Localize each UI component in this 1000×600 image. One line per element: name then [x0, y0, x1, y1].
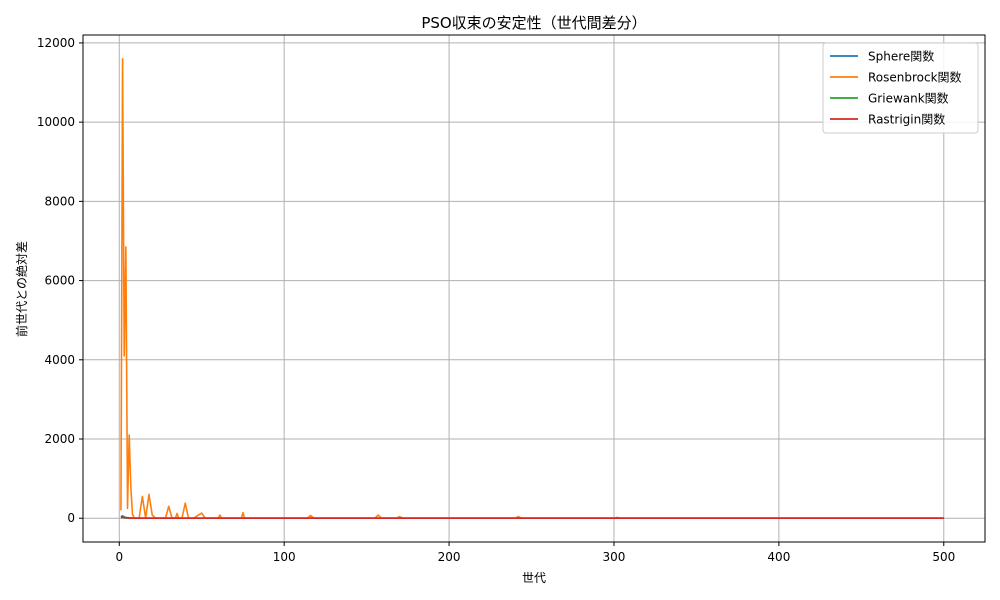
- legend-entry: Rastrigin関数: [868, 112, 945, 127]
- y-axis-ticks: 0 2000 4000 6000 8000 10000 12000: [37, 36, 83, 525]
- y-tick-label: 10000: [37, 115, 75, 129]
- legend-entry: Sphere関数: [868, 49, 934, 64]
- series-lines: [120, 57, 944, 520]
- plot-frame: [82, 34, 986, 543]
- legend: Sphere関数 Rosenbrock関数 Griewank関数 Rastrigin関…: [822, 42, 979, 134]
- x-tick-label: 300: [603, 550, 626, 564]
- y-axis-label: 前世代との絶対差: [14, 241, 29, 337]
- y-tick-label: 8000: [44, 194, 75, 208]
- legend-entry: Rosenbrock関数: [868, 70, 962, 85]
- x-tick-label: 0: [115, 550, 123, 564]
- y-tick-label: 6000: [44, 274, 75, 288]
- y-tick-label: 2000: [44, 432, 75, 446]
- x-tick-label: 400: [767, 550, 790, 564]
- y-tick-label: 12000: [37, 36, 75, 50]
- series-line-4: [120, 516, 944, 520]
- y-tick-label: 0: [67, 511, 75, 525]
- legend-entry: Griewank関数: [868, 91, 949, 106]
- chart-title: PSO収束の安定性（世代間差分）: [421, 14, 646, 32]
- x-tick-label: 500: [932, 550, 955, 564]
- series-line-2: [120, 57, 944, 520]
- x-tick-label: 200: [438, 550, 461, 564]
- y-tick-label: 4000: [44, 353, 75, 367]
- legend-box: [822, 42, 979, 134]
- x-axis-label: 世代: [522, 571, 546, 585]
- x-axis-ticks: 0 100 200 300 400 500: [115, 542, 955, 564]
- x-tick-label: 100: [273, 550, 296, 564]
